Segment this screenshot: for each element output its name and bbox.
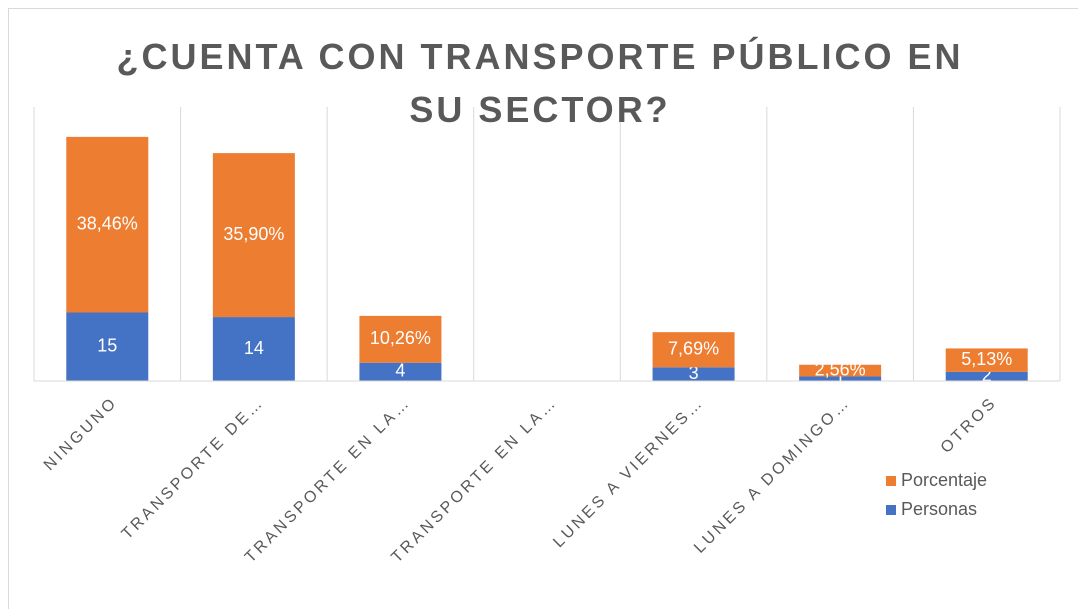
- data-label: 3: [689, 363, 699, 383]
- legend-label: Porcentaje: [901, 470, 987, 490]
- x-tick-label: OTROS: [938, 394, 1001, 457]
- data-label: 14: [244, 338, 264, 358]
- data-label: 35,90%: [223, 224, 284, 244]
- bar-segment: [359, 362, 442, 381]
- x-tick-label: LUNES A DOMINGO…: [691, 394, 854, 557]
- data-label: 2: [982, 365, 992, 385]
- data-label: 15: [97, 336, 117, 356]
- data-label: 10,26%: [370, 328, 431, 348]
- x-tick-label: TRANSPORTE EN LA…: [388, 394, 560, 566]
- x-tick-label: LUNES A VIERNES…: [550, 394, 707, 551]
- data-label: 5,13%: [961, 349, 1012, 369]
- data-label: 4: [395, 361, 405, 381]
- bar-segment: [799, 364, 882, 377]
- x-tick-label: TRANSPORTE EN LA…: [242, 394, 414, 566]
- bar-segment: [66, 136, 149, 313]
- chart-title: ¿CUENTA CON TRANSPORTE PÚBLICO EN SU SEC…: [116, 36, 964, 130]
- legend-swatch: [886, 505, 896, 515]
- data-label: 2,56%: [815, 359, 866, 379]
- data-label: 0: [542, 370, 552, 390]
- x-tick-label: TRANSPORTE DE…: [119, 394, 268, 543]
- bar-segment: [945, 371, 1028, 381]
- legend-swatch: [886, 476, 896, 486]
- chart-border: [8, 8, 1078, 609]
- bar-segment: [359, 315, 442, 363]
- data-label: 38,46%: [77, 213, 138, 233]
- bar-segment: [652, 367, 735, 381]
- bar-segment: [212, 317, 295, 381]
- legend-label: Personas: [901, 499, 977, 519]
- bar-segment: [66, 312, 149, 381]
- bar-segment: [652, 332, 735, 368]
- data-label: 0,00%: [521, 370, 572, 390]
- bar-segment: [945, 348, 1028, 372]
- bar-segment: [212, 153, 295, 318]
- bar-segment: [799, 376, 882, 381]
- data-label: 7,69%: [668, 338, 719, 358]
- x-tick-label: NINGUNO: [41, 394, 121, 474]
- data-label: 1: [835, 367, 845, 387]
